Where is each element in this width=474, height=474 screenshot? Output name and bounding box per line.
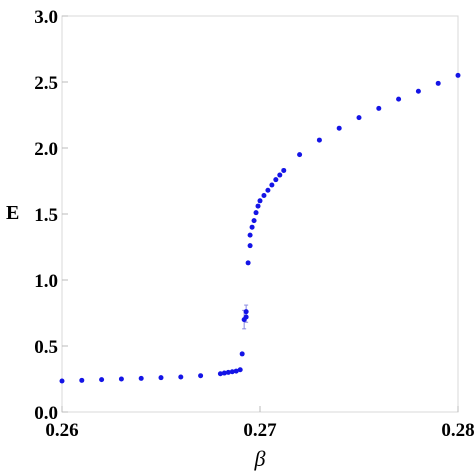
- data-point: [277, 172, 283, 178]
- data-point: [255, 203, 261, 209]
- data-point: [396, 96, 402, 102]
- y-tick-label: 0.5: [34, 337, 58, 358]
- data-point: [249, 224, 255, 230]
- plot-border: [61, 15, 459, 413]
- data-point: [79, 377, 85, 383]
- y-tick-label: 0.0: [34, 403, 58, 424]
- data-point: [253, 210, 259, 216]
- data-point: [261, 193, 267, 199]
- data-point: [245, 260, 251, 266]
- y-tick-label: 2.0: [34, 139, 58, 160]
- data-point: [376, 105, 382, 111]
- y-tick-label: 1.0: [34, 271, 58, 292]
- data-point: [247, 243, 253, 249]
- x-axis-ticks: 0.26 0.27 0.28: [45, 406, 474, 441]
- data-point: [251, 218, 257, 224]
- plot-frame: [61, 15, 459, 413]
- x-tick-label: 0.27: [243, 420, 277, 441]
- data-point: [178, 374, 184, 380]
- data-point: [233, 368, 239, 374]
- data-point: [225, 369, 231, 375]
- data-point: [217, 371, 223, 377]
- data-point: [59, 378, 65, 384]
- data-point: [198, 373, 204, 379]
- data-point: [237, 367, 243, 373]
- x-tick-label: 0.28: [441, 420, 474, 441]
- data-point: [247, 232, 253, 238]
- data-point: [265, 187, 271, 193]
- data-points: [59, 72, 461, 384]
- data-point: [269, 182, 275, 188]
- y-axis-label: E: [6, 202, 19, 224]
- data-point: [435, 80, 441, 86]
- x-axis-label: β: [254, 446, 266, 471]
- y-tick-label: 2.5: [34, 73, 58, 94]
- data-point: [336, 125, 342, 131]
- data-point: [356, 115, 362, 121]
- y-axis-ticks: 0.0 0.5 1.0 1.5 2.0 2.5 3.0: [34, 7, 68, 424]
- data-point: [257, 198, 263, 204]
- data-point: [229, 369, 235, 375]
- data-point: [158, 375, 164, 381]
- y-tick-label: 1.5: [34, 205, 58, 226]
- data-point: [99, 377, 105, 383]
- data-point: [273, 177, 279, 183]
- data-point: [281, 167, 287, 173]
- data-point: [243, 309, 249, 315]
- data-point: [455, 72, 461, 78]
- data-point: [316, 137, 322, 143]
- data-point: [243, 314, 249, 320]
- y-tick-label: 3.0: [34, 7, 58, 28]
- data-point: [118, 376, 124, 382]
- data-point: [415, 88, 421, 94]
- data-point: [297, 152, 303, 158]
- data-point: [138, 375, 144, 381]
- data-point: [221, 370, 227, 376]
- x-tick-label: 0.26: [45, 420, 78, 441]
- data-point: [239, 351, 245, 357]
